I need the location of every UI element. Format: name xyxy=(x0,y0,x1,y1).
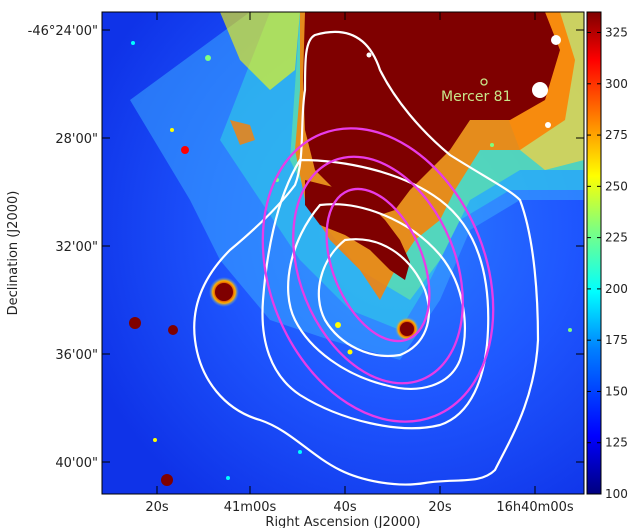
x-tick-label: 20s xyxy=(145,500,169,515)
x-tick-labels: 20s 41m00s 40s 20s 16h40m00s xyxy=(145,500,574,515)
magenta-ellipse-outer xyxy=(261,127,495,423)
y-axis-title: Declination (J2000) xyxy=(6,191,21,316)
colorbar-tick-label: 200 xyxy=(605,282,628,296)
y-tick-marks xyxy=(102,29,584,463)
y-tick-label: 28'00" xyxy=(55,132,98,147)
colorbar-gradient xyxy=(586,11,602,495)
white-contour-3 xyxy=(287,203,466,390)
colorbar-tick-label: 225 xyxy=(605,231,628,245)
image-panel xyxy=(102,12,584,494)
colorbar-tick-label: 125 xyxy=(605,436,628,450)
mercer-81-marker xyxy=(480,78,488,86)
y-tick-labels: -46°24'00" 28'00" 32'00" 36'00" 40'00" xyxy=(28,24,98,471)
x-tick-label: 40s xyxy=(333,500,357,515)
y-tick-label: -46°24'00" xyxy=(28,24,98,39)
colorbar: 325 300 275 250 225 200 175 150 125 100 xyxy=(586,11,628,501)
colorbar-tick-label: 100 xyxy=(605,487,628,501)
colorbar-tick-label: 175 xyxy=(605,333,628,347)
y-tick-label: 32'00" xyxy=(55,240,98,255)
magenta-ellipses xyxy=(261,127,495,423)
image-frame xyxy=(101,11,585,495)
colorbar-tick-label: 250 xyxy=(605,179,628,193)
y-tick-label: 36'00" xyxy=(55,348,98,363)
colorbar-tick-label: 325 xyxy=(605,26,628,40)
magenta-ellipse-middle xyxy=(292,155,464,385)
x-tick-label: 20s xyxy=(428,500,452,515)
mercer-81-label: Mercer 81 xyxy=(441,89,511,105)
white-contour-inner xyxy=(317,238,430,358)
x-tick-marks xyxy=(156,12,536,494)
white-contours xyxy=(193,30,540,486)
white-contour-2 xyxy=(261,158,490,430)
colorbar-tick-label: 300 xyxy=(605,77,628,91)
x-axis-title: Right Ascension (J2000) xyxy=(265,515,420,528)
colorbar-ticks: 325 300 275 250 225 200 175 150 125 100 xyxy=(587,26,628,501)
colorbar-tick-label: 150 xyxy=(605,384,628,398)
magenta-ellipse-inner xyxy=(325,187,431,343)
colorbar-tick-label: 275 xyxy=(605,128,628,142)
x-tick-label: 16h40m00s xyxy=(496,500,574,515)
x-tick-label: 41m00s xyxy=(224,500,277,515)
white-contour-outer xyxy=(193,30,540,486)
y-tick-label: 40'00" xyxy=(55,456,98,471)
